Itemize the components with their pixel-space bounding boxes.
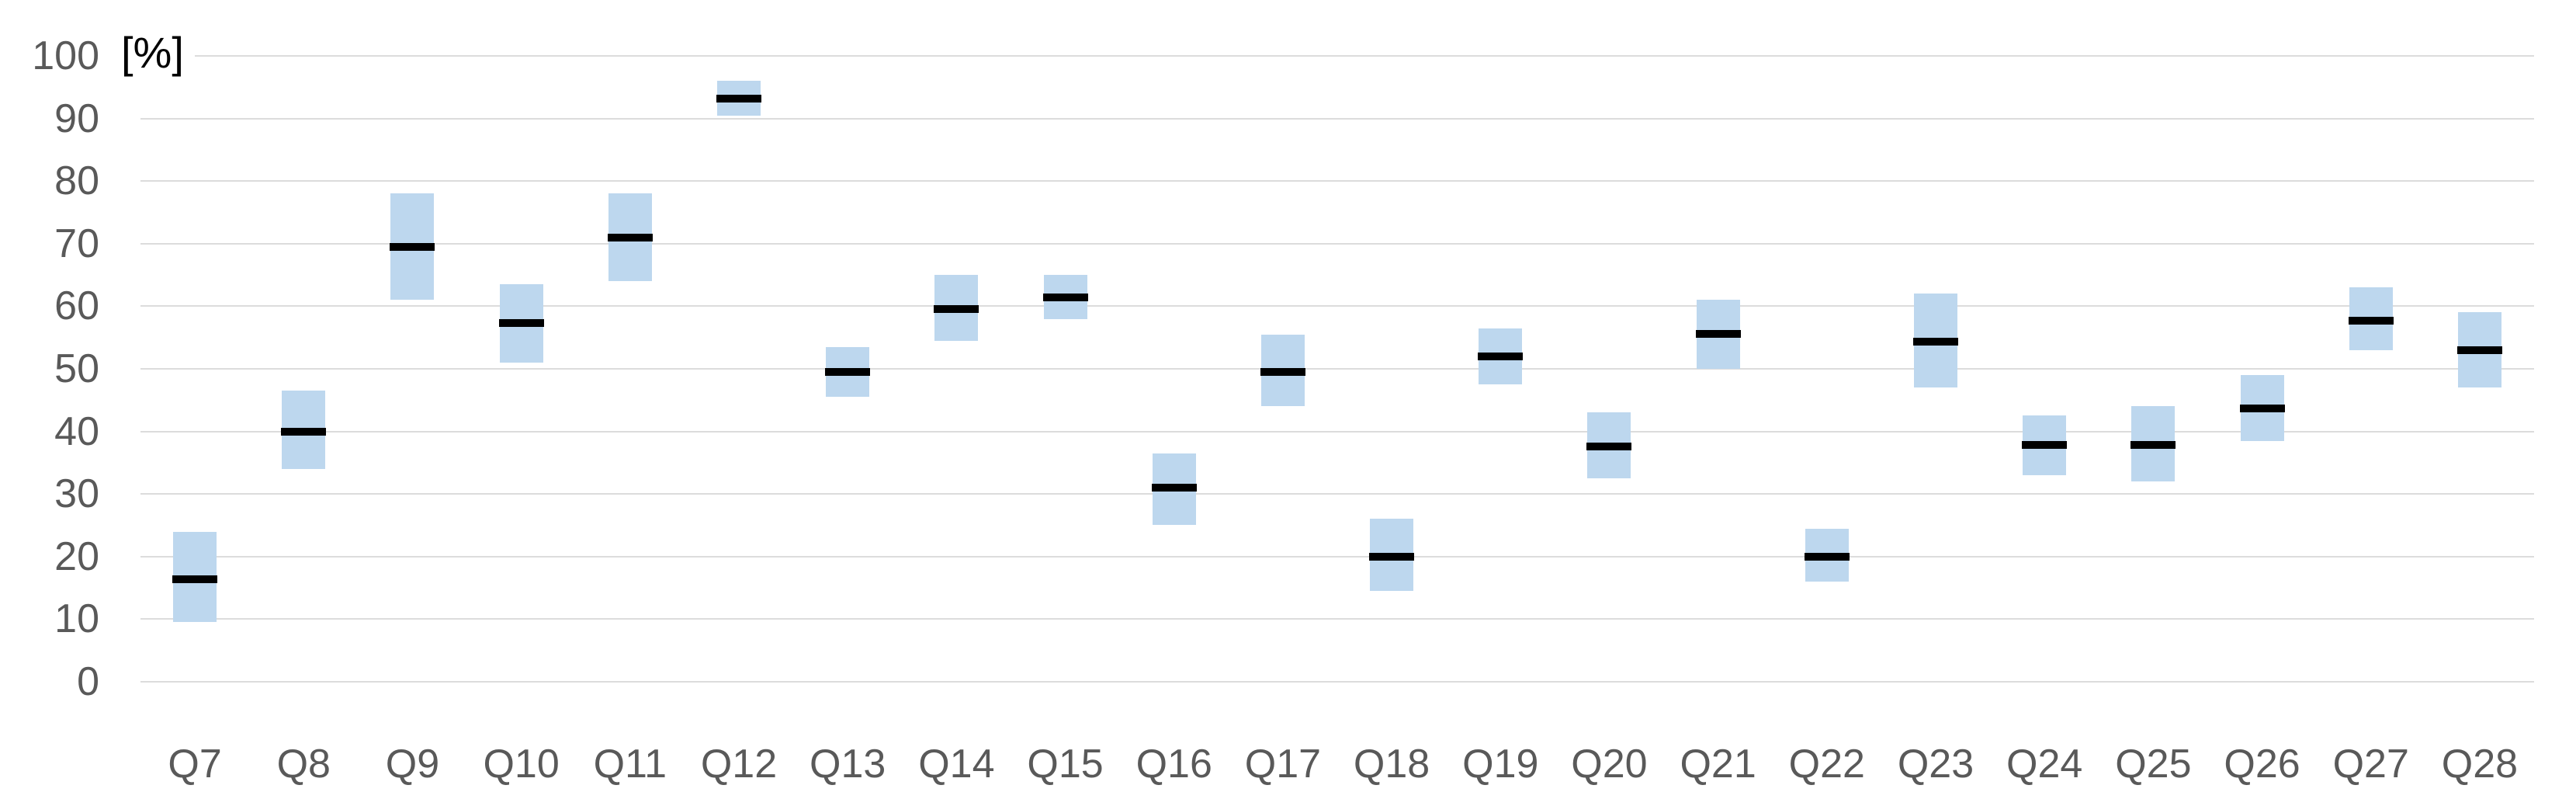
y-axis-tick-label: 0	[77, 659, 99, 704]
x-axis-label-q20: Q20	[1571, 742, 1648, 787]
y-axis-tick-label: 40	[54, 408, 99, 454]
x-axis-label-q12: Q12	[700, 742, 778, 787]
x-axis-label-q17: Q17	[1244, 742, 1322, 787]
mean-line-q23	[1913, 337, 1958, 346]
mean-line-q22	[1804, 552, 1850, 561]
y-axis-tick-label: 80	[54, 158, 99, 204]
mean-line-q25	[2130, 441, 2176, 450]
x-axis-label-q10: Q10	[483, 742, 560, 787]
x-axis-label-q15: Q15	[1027, 742, 1104, 787]
y-axis-tick-label: 50	[54, 346, 99, 391]
gridline	[140, 368, 2534, 370]
y-axis-tick-label: 20	[54, 533, 99, 579]
x-axis-label-q13: Q13	[810, 742, 886, 787]
x-axis-label-q11: Q11	[593, 742, 667, 787]
x-axis-label-q19: Q19	[1462, 742, 1539, 787]
gridline	[140, 618, 2534, 620]
x-axis-label-q8: Q8	[276, 742, 331, 787]
y-axis-tick-label: 30	[54, 471, 99, 517]
mean-line-q16	[1151, 484, 1197, 492]
mean-line-q8	[281, 427, 327, 436]
y-axis-unit-label: [%]	[118, 30, 195, 76]
mean-line-q10	[498, 319, 544, 328]
gridline	[140, 242, 2534, 245]
mean-line-q27	[2348, 316, 2394, 325]
x-axis-label-q27: Q27	[2332, 742, 2409, 787]
mean-line-q19	[1478, 352, 1524, 360]
mean-line-q7	[172, 575, 218, 583]
x-axis-label-q16: Q16	[1135, 742, 1212, 787]
mean-line-q20	[1586, 442, 1632, 450]
mean-line-q12	[716, 94, 761, 102]
gridline	[140, 493, 2534, 495]
gridline	[140, 430, 2534, 433]
x-axis-label-q25: Q25	[2115, 742, 2192, 787]
mean-line-q14	[934, 305, 979, 314]
x-axis-label-q9: Q9	[385, 742, 440, 787]
y-axis-tick-label: 100	[32, 33, 99, 78]
x-axis-label-q26: Q26	[2224, 742, 2300, 787]
mean-line-q13	[825, 368, 871, 377]
gridline	[140, 55, 2534, 57]
x-axis-label-q7: Q7	[168, 742, 222, 787]
mean-line-q18	[1369, 552, 1415, 561]
y-axis-tick-label: 10	[54, 596, 99, 642]
mean-line-q11	[607, 233, 653, 241]
y-axis-tick-label: 60	[54, 283, 99, 329]
y-axis-tick-label: 90	[54, 96, 99, 141]
x-axis-label-q22: Q22	[1788, 742, 1865, 787]
x-axis-label-q24: Q24	[2006, 742, 2083, 787]
x-axis-label-q14: Q14	[918, 742, 995, 787]
mean-line-q9	[390, 242, 435, 251]
gridline	[140, 555, 2534, 558]
mean-line-q21	[1695, 329, 1741, 338]
gridline	[140, 180, 2534, 182]
x-axis-label-q23: Q23	[1897, 742, 1974, 787]
mean-line-q28	[2456, 346, 2502, 354]
gridline	[140, 681, 2534, 683]
mean-line-q26	[2239, 404, 2285, 412]
gridline	[140, 117, 2534, 120]
mean-line-q17	[1260, 368, 1305, 377]
mean-line-q15	[1042, 294, 1088, 302]
x-axis-label-q21: Q21	[1680, 742, 1756, 787]
x-axis-label-q28: Q28	[2441, 742, 2519, 787]
x-axis-label-q18: Q18	[1353, 742, 1430, 787]
mean-line-q24	[2022, 441, 2068, 450]
y-axis-tick-label: 70	[54, 221, 99, 266]
gridline	[140, 305, 2534, 307]
